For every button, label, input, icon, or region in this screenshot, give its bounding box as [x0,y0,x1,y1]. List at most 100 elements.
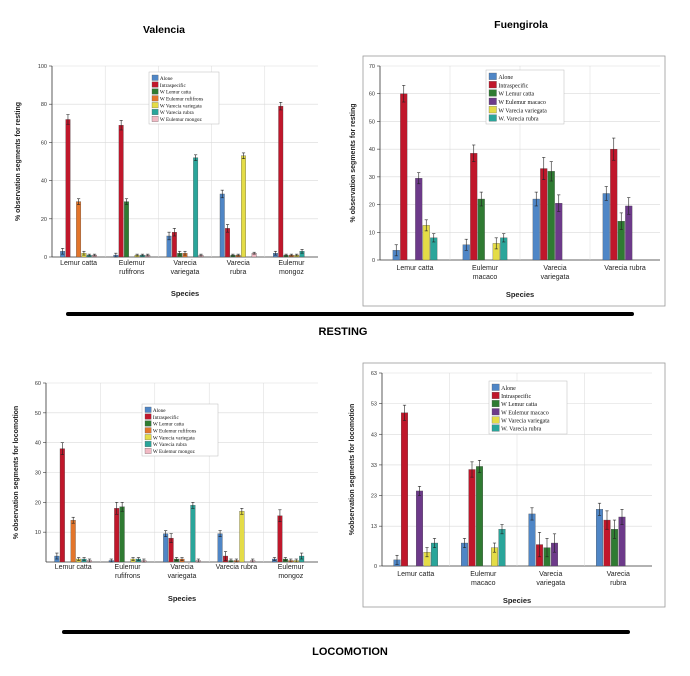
y-tick-label: 30 [369,175,375,181]
legend-swatch [144,406,152,413]
category-label-line: variegata [536,580,565,587]
category-label: Varecia rubra [227,260,250,276]
legend-swatch [151,74,159,81]
legend-label: W Eulemur mongoz [153,449,196,455]
y-tick-label: 10 [369,230,375,236]
legend-label: Intraspecific [153,414,180,421]
category-label-line: Eulemur [115,564,142,571]
x-axis-label: Species [506,290,534,299]
category-label-line: Lemur catta [60,260,97,267]
legend-label: W Eulemur macaco [501,410,549,416]
legend-swatch [488,114,497,122]
bar [76,201,82,258]
legend-swatch [151,95,159,102]
bar [278,105,284,258]
y-axis-label: % observation segments for resting [350,103,357,222]
legend-label: Alone [160,76,173,82]
legend-label: Alone [501,386,516,392]
legend-swatch [151,102,159,109]
legend-label: Intraspecific [160,82,187,89]
bar [114,508,120,563]
legend-swatch [491,408,500,416]
legend-swatch [144,447,152,454]
legend-swatch [144,434,152,441]
legend-swatch [144,420,152,427]
legend-label: W. Varecia rubra [501,427,541,433]
category-label-line: Eulemur [470,571,497,578]
bar [596,509,604,567]
y-tick-label: 0 [374,564,377,570]
category-label: Eulemur macaco [470,571,497,587]
y-tick-label: 20 [35,500,41,506]
category-label-line: Lemur catta [397,571,434,578]
bar [400,93,408,261]
legend-swatch [491,383,500,391]
bar [163,533,169,563]
legend-swatch [488,89,497,97]
y-axis-label: %observation segments for locomotion [349,404,356,535]
category-label-line: Varecia rubra [604,265,646,272]
legend-swatch [488,72,497,80]
legend-swatch [491,392,500,399]
category-label-line: Eulemur [119,260,146,267]
legend-swatch [488,97,497,105]
chart-title: Valencia [143,24,185,36]
legend-label: Intraspecific [498,82,528,89]
y-tick-label: 50 [369,119,375,125]
bar [470,153,478,261]
category-label: Eulemur macaco [472,265,499,281]
bar [602,193,610,261]
category-label: Lemur catta [397,265,434,272]
bar [277,515,283,563]
y-tick-label: 63 [371,371,377,377]
legend-swatch [491,416,500,424]
bar [477,198,485,261]
legend-label: W Lemur catta [153,422,185,428]
bar [532,198,540,261]
bar [400,412,408,567]
y-tick-label: 60 [35,381,41,387]
category-label: Eulemur rufifrons [115,564,142,580]
legend-swatch [144,441,152,447]
y-tick-label: 43 [371,432,377,438]
y-axis-label: % observation segments for locomotion [13,406,20,539]
chart-frame [362,55,666,307]
bar [65,119,71,258]
category-label: Varecia variegata [168,564,197,580]
legend-swatch [488,106,497,114]
y-tick-label: 10 [35,530,41,536]
category-label: Eulemur mongoz [278,564,305,580]
bar [415,178,423,261]
category-label-line: rufifrons [115,573,141,580]
category-label: Varecia variegata [171,260,200,276]
locomotion-section-label: LOCOMOTION [312,646,388,658]
chart-valencia-locomotion: 10 20 30 40 50 60 % observation segments for l… [13,381,318,603]
y-tick-label: 53 [371,402,377,408]
legend-label: W Varecia rubra [153,442,187,448]
category-label-line: rufifrons [119,269,145,276]
legend-swatch [151,115,159,122]
category-label-line: mongoz [279,269,304,276]
category-label: Varecia variegata [536,571,565,587]
category-label-line: Lemur catta [397,265,434,272]
category-label-line: macaco [473,274,498,281]
category-label: Lemur catta [60,260,97,267]
bar [528,513,536,567]
y-tick-label: 60 [369,92,375,98]
legend-label: W Eulemur macaco [498,100,546,106]
category-label: Eulemur mongoz [278,260,305,276]
legend-swatch [488,81,497,89]
legend-label: W Lemur catta [160,90,192,96]
y-tick-label: 40 [35,441,41,447]
category-label: Varecia rubra [604,265,646,272]
bar [239,511,245,563]
category-label-line: Eulemur [278,260,305,267]
legend-swatch [144,413,152,420]
category-label-line: mongoz [278,573,303,580]
y-tick-label: 13 [371,524,377,530]
category-label-line: Lemur catta [55,564,92,571]
bar [610,148,618,261]
